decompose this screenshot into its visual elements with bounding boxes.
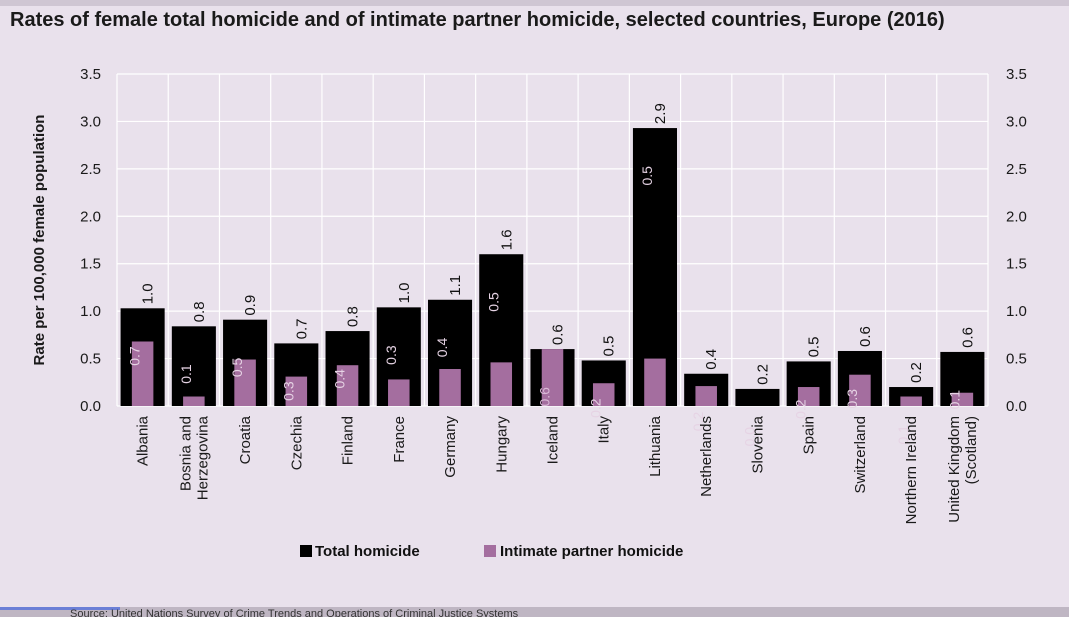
bar-intimate-partner-homicide [234, 359, 256, 406]
x-tick-label: (Scotland) [963, 416, 980, 484]
y-tick-label: 2.5 [80, 161, 101, 178]
bar-intimate-partner-homicide [797, 387, 820, 406]
data-label-intimate-partner: 0.3 [844, 389, 860, 409]
data-label-total: 1.0 [396, 282, 413, 303]
data-label-intimate-partner: 0.3 [280, 381, 296, 401]
footer-accent [0, 607, 120, 610]
x-tick-label: Netherlands [698, 416, 715, 497]
data-label-total: 0.5 [601, 336, 618, 357]
x-tick-label: France [391, 416, 408, 463]
data-label-intimate-partner: 0.5 [485, 292, 501, 312]
x-tick-label: Bosnia and [177, 416, 194, 491]
x-tick-label: Slovenia [749, 415, 766, 473]
legend-label-intimate-partner: Intimate partner homicide [500, 543, 683, 560]
x-tick-label: Croatia [237, 415, 254, 464]
data-label-intimate-partner: 0.0 [741, 427, 757, 447]
data-label-total: 0.6 [857, 326, 874, 347]
data-label-intimate-partner: 0.5 [229, 357, 245, 377]
chart-title: Rates of female total homicide and of in… [10, 9, 945, 31]
x-tick-label: Czechia [288, 415, 305, 470]
bar-intimate-partner-homicide [131, 341, 154, 406]
data-label-total: 0.4 [703, 349, 720, 370]
data-label-total: 1.1 [447, 275, 464, 296]
x-tick-label: Spain [801, 416, 818, 454]
window-top-strip [0, 0, 1069, 6]
bar-intimate-partner-homicide [183, 396, 205, 406]
y-tick-label-secondary: 0.0 [1006, 398, 1027, 415]
data-label-intimate-partner: 0.2 [588, 398, 604, 418]
data-label-total: 0.5 [806, 337, 823, 358]
data-label-intimate-partner: 0.6 [537, 387, 553, 407]
y-tick-label-secondary: 1.5 [1006, 256, 1027, 273]
bar-intimate-partner-homicide [490, 362, 513, 406]
x-tick-label: Albania [135, 415, 152, 466]
bar-intimate-partner-homicide [644, 358, 666, 406]
data-label-intimate-partner: 0.1 [178, 364, 194, 384]
bar-intimate-partner-homicide [592, 383, 615, 406]
data-label-total: 0.2 [754, 364, 771, 385]
y-tick-label-secondary: 2.0 [1006, 208, 1027, 225]
footer-strip: Source: United Nations Survey of Crime T… [0, 607, 1069, 617]
bar-intimate-partner-homicide [336, 365, 359, 406]
data-label-total: 2.9 [652, 103, 669, 124]
data-label-intimate-partner: 0.7 [127, 346, 143, 366]
data-label-total: 1.6 [498, 229, 515, 250]
data-label-total: 0.8 [191, 301, 208, 322]
data-label-total: 0.6 [959, 327, 976, 348]
data-label-intimate-partner: 0.4 [434, 338, 450, 358]
data-label-intimate-partner: 0.1 [946, 390, 962, 410]
legend-label-total: Total homicide [315, 543, 420, 560]
y-tick-label: 1.0 [80, 303, 101, 320]
data-label-total: 0.9 [242, 295, 259, 316]
chart-canvas: 0.0 0.0 0.5 0.5 1.0 1.0 1.5 1.5 2.0 2.0 2.5 2.5 3.0 3… [31, 66, 1027, 560]
x-tick-label: Finland [340, 416, 357, 465]
legend-swatch-total [300, 545, 312, 557]
bar-total-homicide [735, 388, 780, 406]
bar-intimate-partner-homicide [541, 349, 564, 406]
y-tick-label: 0.5 [80, 351, 101, 368]
bar-intimate-partner-homicide [951, 392, 974, 406]
y-tick-label-secondary: 2.5 [1006, 161, 1027, 178]
x-tick-label: United Kingdom [946, 416, 963, 523]
y-tick-label-secondary: 1.0 [1006, 303, 1027, 320]
data-label-intimate-partner: 0.3 [383, 345, 399, 365]
data-label-intimate-partner: 0.2 [690, 412, 706, 432]
x-tick-label: Iceland [545, 416, 562, 464]
x-tick-label: Switzerland [852, 416, 869, 494]
x-tick-label: Northern Ireland [903, 416, 920, 524]
x-tick-label: Germany [442, 416, 459, 478]
data-label-total: 0.8 [345, 306, 362, 327]
data-label-intimate-partner: 0.5 [639, 166, 655, 186]
y-tick-label: 0.0 [80, 398, 101, 415]
bar-intimate-partner-homicide [439, 369, 461, 406]
data-label-intimate-partner: 0.4 [332, 369, 348, 389]
y-tick-label-secondary: 3.5 [1006, 66, 1027, 83]
x-tick-label: Herzegovina [194, 415, 211, 500]
bar-intimate-partner-homicide [388, 379, 410, 406]
bar-intimate-partner-homicide [849, 374, 871, 406]
y-axis-title: Rate per 100,000 female population [31, 115, 48, 366]
data-label-total: 0.7 [293, 319, 310, 340]
y-tick-label-secondary: 3.0 [1006, 113, 1027, 130]
x-tick-label: Italy [596, 416, 613, 444]
y-tick-label: 1.5 [80, 256, 101, 273]
bar-total-homicide [171, 326, 216, 406]
data-label-total: 0.6 [550, 324, 567, 345]
data-label-total: 0.2 [908, 362, 925, 383]
source-note: Source: United Nations Survey of Crime T… [70, 608, 519, 617]
y-tick-label: 3.0 [80, 113, 101, 130]
y-tick-label: 3.5 [80, 66, 101, 83]
bar-intimate-partner-homicide [285, 376, 308, 406]
data-label-intimate-partner: 0.1 [895, 425, 911, 445]
bar-intimate-partner-homicide [695, 386, 717, 406]
data-label-intimate-partner: 0.2 [793, 399, 809, 419]
bar-intimate-partner-homicide [900, 396, 922, 406]
y-tick-label: 2.0 [80, 208, 101, 225]
x-tick-label: Hungary [493, 416, 510, 473]
data-label-total: 1.0 [140, 283, 157, 304]
x-tick-label: Lithuania [647, 415, 664, 477]
y-tick-label-secondary: 0.5 [1006, 351, 1027, 368]
legend-swatch-intimate-partner [484, 545, 496, 557]
